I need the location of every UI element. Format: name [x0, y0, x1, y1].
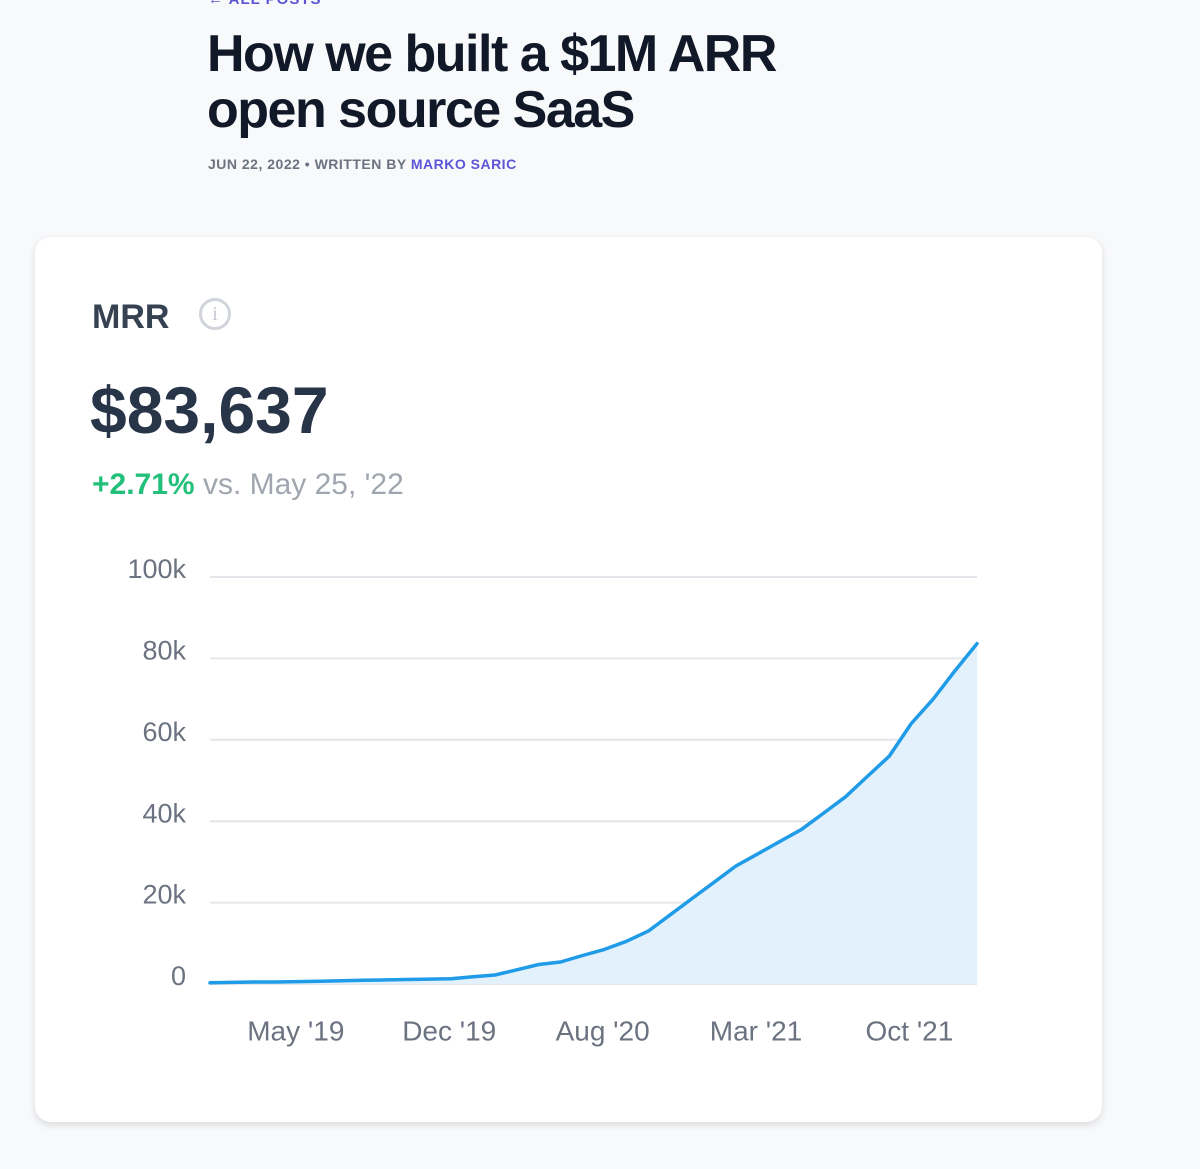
post-title: How we built a $1M ARR [207, 25, 777, 83]
change: +2.71% vs. May 25, '22 [92, 468, 404, 502]
x-tick-label: Aug '20 [556, 1015, 650, 1046]
author[interactable]: MARKO SARIC [410, 156, 517, 172]
metric-amount: $83,637 [90, 373, 329, 447]
metric-name: MRR [92, 298, 170, 336]
y-tick-label: 100k [127, 554, 186, 584]
info-icon[interactable]: i [199, 298, 231, 330]
line [208, 641, 979, 985]
change-value: +2.71% [92, 468, 195, 501]
x-tick-label: Oct '21 [866, 1015, 954, 1046]
y-tick-label: 0 [171, 961, 186, 991]
x-tick-label: Mar '21 [710, 1015, 803, 1046]
y-tick-label: 60k [142, 717, 186, 747]
x-tick-label: Dec '19 [402, 1015, 496, 1046]
written-by: WRITTEN BY [314, 156, 407, 172]
separator: • [304, 156, 311, 172]
back-link[interactable]: ← ALL POSTS [208, 0, 322, 8]
comparison: vs. May 25, '22 [202, 468, 404, 501]
post-title: open source SaaS [207, 81, 635, 139]
y-tick-label: 20k [142, 880, 186, 910]
x-tick-label: May '19 [247, 1015, 344, 1046]
area-fill [210, 643, 977, 984]
date: JUN 22, 2022 [208, 156, 301, 172]
y-tick-label: 40k [142, 798, 186, 828]
post-meta: JUN 22, 2022 • WRITTEN BY MARKO SARIC [208, 156, 517, 172]
y-tick-label: 80k [142, 636, 186, 666]
